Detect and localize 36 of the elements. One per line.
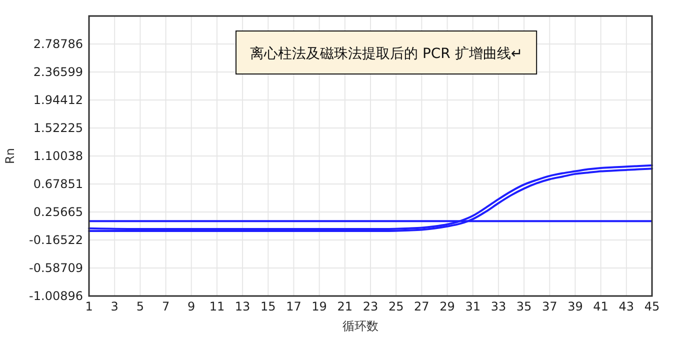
- y-tick-label: 0.25665: [33, 204, 83, 219]
- y-tick-label: 1.94412: [33, 92, 83, 107]
- x-tick-label: 31: [465, 300, 481, 314]
- text: 离心柱法及磁珠法提取后的 PCR 扩增曲线↵: [250, 46, 523, 62]
- x-tick-label: 19: [312, 300, 327, 314]
- y-tick-label: -0.16522: [29, 232, 83, 247]
- x-tick-label: 11: [209, 300, 225, 314]
- x-tick-label: 33: [490, 300, 506, 314]
- x-tick-label: 37: [542, 300, 558, 314]
- x-tick-label: 17: [286, 300, 302, 314]
- x-tick-label: 29: [440, 300, 455, 314]
- x-tick-label: 15: [260, 300, 276, 314]
- y-tick-label: 0.67851: [33, 176, 83, 191]
- y-tick-label: 1.52225: [33, 120, 83, 135]
- x-tick-label: 1: [85, 300, 93, 314]
- y-axis-title: Rn: [3, 148, 17, 164]
- x-tick-label: 39: [568, 300, 583, 314]
- y-tick-label: 2.78786: [33, 36, 83, 51]
- x-tick-label: 41: [593, 300, 608, 314]
- y-tick-label: 1.10038: [33, 148, 83, 163]
- x-tick-label: 43: [618, 300, 634, 314]
- x-tick-label: 23: [362, 300, 378, 314]
- x-tick-label: 13: [234, 300, 250, 314]
- x-tick-label: 7: [162, 300, 170, 314]
- y-tick-label: -1.00896: [29, 288, 83, 303]
- y-tick-label: -0.58709: [29, 260, 83, 275]
- x-tick-label: 27: [414, 300, 430, 314]
- x-tick-label: 9: [188, 300, 196, 314]
- x-tick-label: 5: [136, 300, 144, 314]
- x-tick-label: 25: [388, 300, 404, 314]
- x-tick-label: 21: [337, 300, 353, 314]
- x-tick-label: 3: [110, 300, 118, 314]
- x-axis-title: 循环数: [342, 319, 378, 333]
- y-tick-label: 2.36599: [33, 64, 83, 79]
- x-tick-label: 45: [644, 300, 660, 314]
- x-tick-label: 35: [516, 300, 532, 314]
